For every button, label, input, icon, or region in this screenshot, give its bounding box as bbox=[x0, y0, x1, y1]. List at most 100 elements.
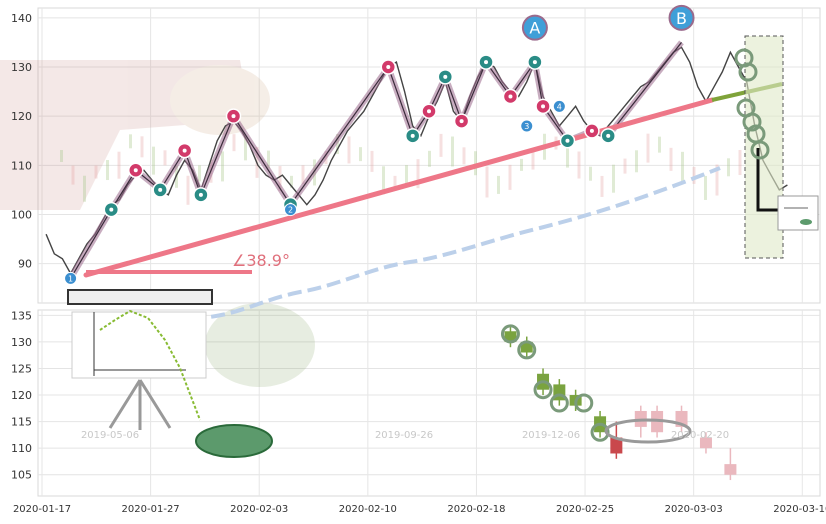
price-panel-frame bbox=[37, 7, 821, 304]
background-candle bbox=[370, 150, 374, 172]
background-candle bbox=[267, 150, 270, 169]
price-y-tick-label: 120 bbox=[11, 110, 32, 123]
background-candle bbox=[692, 166, 696, 184]
background-candle bbox=[244, 136, 247, 161]
background-candle bbox=[727, 158, 730, 177]
watermark-date: 2020-02-20 bbox=[671, 430, 729, 441]
background-candle bbox=[94, 165, 98, 179]
candle-body bbox=[610, 437, 623, 454]
lower-ring-marker bbox=[533, 380, 553, 400]
lower-ring-marker bbox=[574, 393, 594, 413]
highlight-ellipse bbox=[604, 418, 692, 444]
mini-widget[interactable] bbox=[777, 195, 819, 231]
background-candle bbox=[462, 147, 466, 165]
wave-marker-dot bbox=[606, 133, 611, 138]
wave-marker-dot bbox=[198, 192, 203, 197]
numbered-markers: 1 2 3 4 bbox=[64, 99, 566, 285]
wave-marker-dot bbox=[443, 74, 448, 79]
numbered-marker bbox=[520, 119, 534, 133]
wave-marker-dot bbox=[158, 187, 163, 192]
bg-shape bbox=[0, 60, 250, 210]
wave-letter-circle bbox=[668, 4, 695, 31]
background-candle bbox=[186, 175, 190, 205]
watermark-date: 2019-12-06 bbox=[522, 430, 580, 441]
green-disc bbox=[195, 424, 273, 458]
background-decoration bbox=[0, 60, 315, 387]
background-candle bbox=[71, 165, 75, 185]
background-candle bbox=[301, 165, 305, 185]
background-candle bbox=[451, 136, 454, 167]
background-candle bbox=[117, 151, 121, 179]
lower-panel-frame bbox=[37, 309, 821, 497]
wave-letter-circle bbox=[521, 14, 548, 41]
background-candle bbox=[198, 165, 201, 182]
background-candle bbox=[163, 150, 167, 166]
wave-marker-dot bbox=[133, 168, 138, 173]
background-candle bbox=[428, 150, 431, 167]
background-candle bbox=[152, 146, 155, 175]
x-axis-ticks: 2020-01-17 2020-01-27 2020-02-03 2020-02-10… bbox=[13, 504, 826, 515]
lower-y-tick-label: 125 bbox=[11, 362, 32, 375]
wave-marker-dot bbox=[459, 119, 464, 124]
background-candle bbox=[531, 150, 535, 170]
lower-ring-marker bbox=[500, 324, 520, 344]
background-candle bbox=[278, 166, 282, 192]
wave-marker-dot bbox=[410, 133, 415, 138]
angle-label: ∠38.9° bbox=[232, 251, 290, 270]
price-y-ticks: 90 100 110 120 130 140 bbox=[11, 12, 32, 271]
background-candle bbox=[232, 134, 236, 152]
lower-y-tick-label: 120 bbox=[11, 389, 32, 402]
mini-widget-frame bbox=[777, 195, 819, 231]
wave-marker-dot bbox=[565, 138, 570, 143]
easel-leg-right bbox=[138, 379, 172, 429]
wave-marker-dot bbox=[508, 94, 513, 99]
numbered-marker bbox=[284, 203, 298, 217]
background-candle bbox=[658, 136, 661, 153]
ring-marker bbox=[738, 62, 758, 82]
background-candle bbox=[646, 133, 650, 163]
background-candle bbox=[715, 164, 719, 196]
wave-letter-labels: AB bbox=[521, 4, 695, 41]
x-tick-label: 2020-02-03 bbox=[230, 504, 288, 515]
wave-marker-dot bbox=[532, 60, 537, 65]
numbered-marker-label: 2 bbox=[288, 206, 293, 215]
x-tick-label: 2020-03-10 bbox=[773, 504, 826, 515]
background-candle bbox=[635, 150, 638, 173]
background-candle bbox=[347, 136, 351, 164]
numbered-marker-label: 4 bbox=[557, 102, 562, 111]
background-candle bbox=[336, 134, 339, 155]
background-candle bbox=[382, 166, 385, 195]
background-candle bbox=[474, 151, 477, 176]
lower-y-tick-label: 115 bbox=[11, 416, 32, 429]
background-candle bbox=[405, 165, 408, 188]
lower-ring-marker bbox=[590, 422, 610, 442]
x-tick-label: 2020-03-03 bbox=[665, 504, 723, 515]
numbered-marker bbox=[552, 99, 566, 113]
candle-body bbox=[699, 437, 712, 449]
numbered-marker bbox=[64, 271, 78, 285]
lower-y-tick-label: 110 bbox=[11, 442, 32, 455]
mini-board bbox=[67, 289, 273, 458]
background-candle bbox=[681, 151, 684, 182]
background-candle bbox=[497, 175, 500, 194]
background-candle bbox=[416, 159, 420, 189]
watermark-date: 2019-05-06 bbox=[81, 430, 139, 441]
price-y-tick-label: 110 bbox=[11, 159, 32, 172]
watermark-dates: 2019-05-06 2019-09-26 2019-12-06 2020-02-20 bbox=[81, 430, 729, 441]
selection-box[interactable] bbox=[744, 35, 784, 259]
background-candle bbox=[738, 150, 742, 176]
x-tick-label: 2020-01-27 bbox=[122, 504, 180, 515]
wave-marker-dot bbox=[541, 104, 546, 109]
wave-marker-dot bbox=[231, 114, 236, 119]
wave-marker-dot bbox=[589, 128, 594, 133]
candle-body bbox=[520, 341, 533, 353]
lower-ring-marker bbox=[517, 340, 537, 360]
bg-dog-blob bbox=[170, 65, 270, 135]
board-top-bar bbox=[67, 289, 213, 305]
mini-widget-dot bbox=[800, 219, 812, 225]
candle-body bbox=[504, 331, 517, 342]
watermark-date: 2019-09-26 bbox=[375, 430, 433, 441]
x-tick-label: 2020-02-10 bbox=[339, 504, 397, 515]
wave-marker-dot bbox=[427, 109, 431, 114]
background-candle bbox=[612, 164, 615, 193]
